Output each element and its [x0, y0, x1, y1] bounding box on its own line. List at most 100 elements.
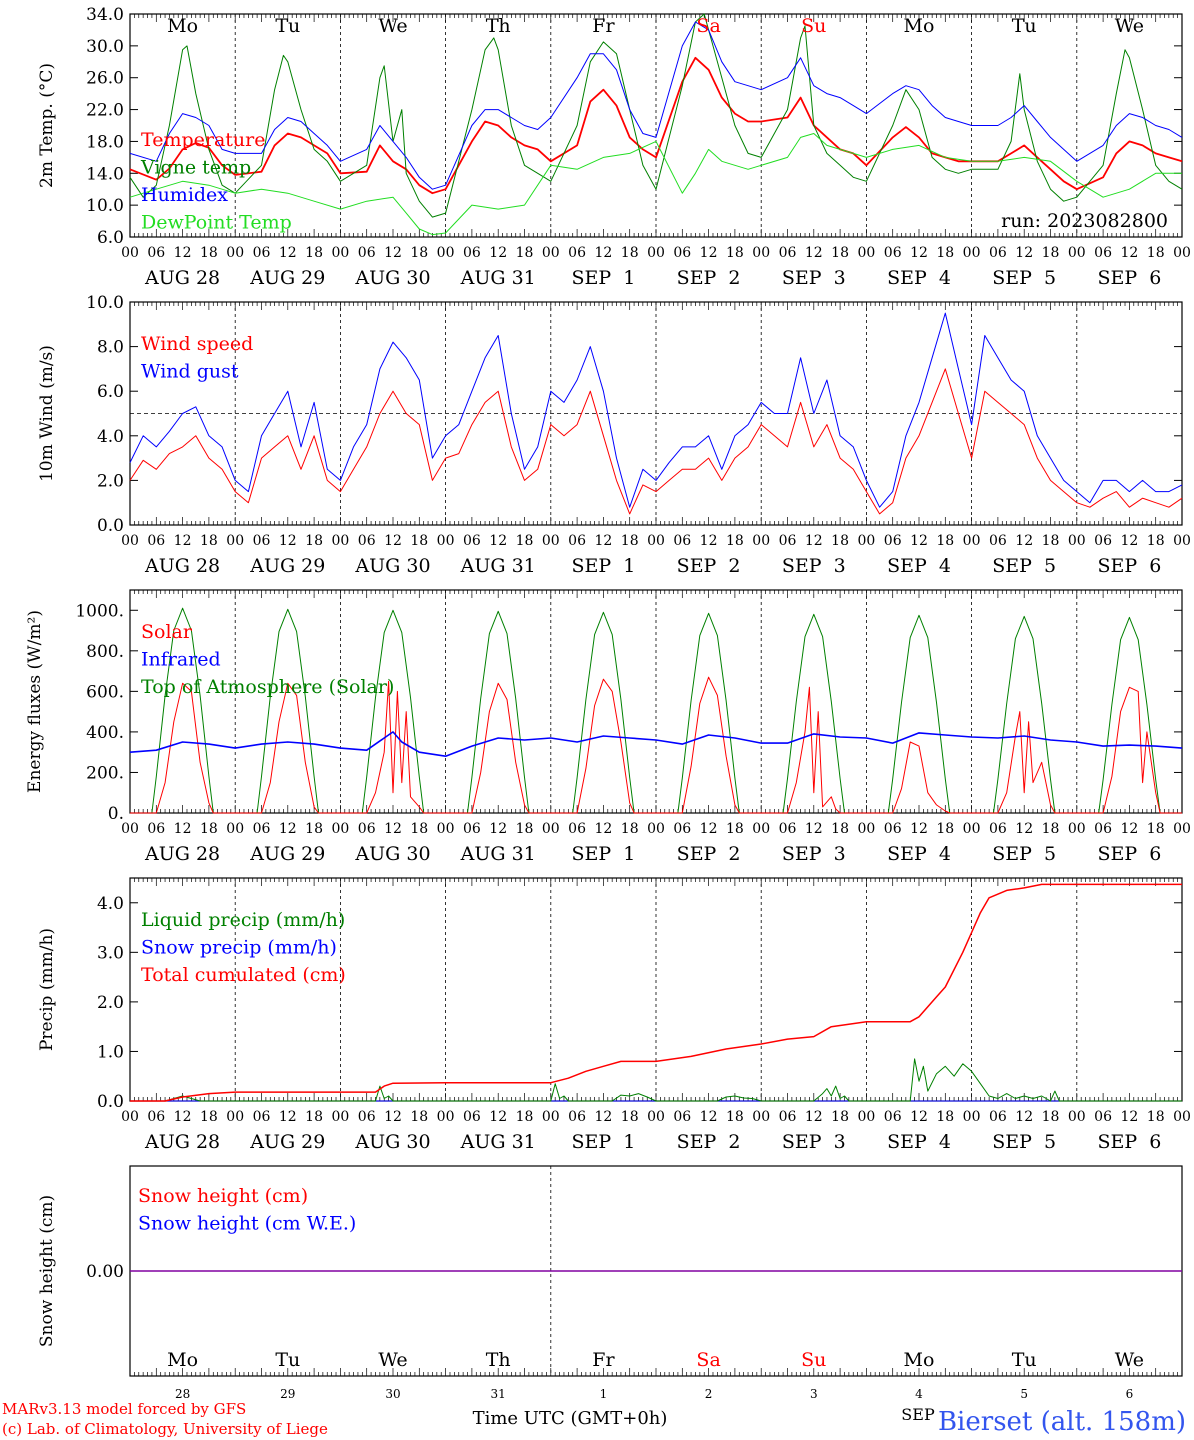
series-temperature	[129, 56, 1183, 195]
hour-tick-label: 12	[910, 821, 928, 837]
hour-tick-label: 06	[147, 245, 165, 261]
hour-tick-label: 06	[884, 245, 902, 261]
series-infrared	[129, 731, 1183, 758]
date-label: AUG 30	[354, 1131, 430, 1153]
hour-tick-label: 00	[752, 245, 770, 261]
hour-tick-label: 06	[779, 821, 797, 837]
y-tick-label: 10.0	[86, 196, 124, 216]
hour-tick-label: 06	[884, 821, 902, 837]
hour-tick-label: 12	[384, 533, 402, 549]
hour-tick-label: 18	[410, 821, 428, 837]
date-label: SEP 4	[887, 1131, 951, 1153]
y-tick-label: 2.0	[97, 993, 124, 1013]
hour-tick-label: 00	[857, 245, 875, 261]
hour-tick-label: 06	[147, 821, 165, 837]
series-total-cumulated-cm	[130, 883, 1182, 1102]
legend-entry: Snow precip (mm/h)	[141, 937, 337, 959]
panel-5: 0.00 Snow height (cm) Snow height (cm) Snow…	[37, 1165, 1183, 1424]
hour-tick-label: 12	[489, 1109, 507, 1125]
date-label: AUG 31	[460, 267, 536, 289]
legend-entry: Wind gust	[141, 361, 239, 383]
y-axis-title: 10m Wind (m/s)	[37, 345, 57, 482]
legend-entry: Snow height (cm W.E.)	[138, 1213, 356, 1235]
hour-tick-label: 12	[1120, 533, 1138, 549]
day-number-label: 31	[491, 1387, 506, 1401]
hour-tick-label: 12	[174, 821, 192, 837]
weekday-label: Fr	[592, 15, 615, 37]
date-label: SEP 5	[992, 267, 1056, 289]
hour-tick-label: 06	[1094, 533, 1112, 549]
weekday-label: Tu	[1012, 15, 1037, 37]
hour-tick-label: 06	[253, 821, 271, 837]
hour-tick-label: 00	[1173, 1109, 1191, 1125]
hour-tick-label: 12	[594, 245, 612, 261]
hour-tick-label: 00	[226, 1109, 244, 1125]
hour-tick-label: 18	[831, 1109, 849, 1125]
hour-tick-label: 12	[1015, 1109, 1033, 1125]
hour-tick-label: 06	[463, 821, 481, 837]
hour-tick-label: 06	[989, 1109, 1007, 1125]
date-label: AUG 31	[460, 555, 536, 577]
legend-entry: Infrared	[141, 649, 221, 671]
hour-tick-label: 12	[805, 245, 823, 261]
hour-tick-label: 00	[437, 1109, 455, 1125]
hour-tick-label: 06	[568, 245, 586, 261]
date-label: SEP 1	[571, 555, 635, 577]
hour-tick-label: 00	[1173, 533, 1191, 549]
hour-tick-label: 00	[1173, 821, 1191, 837]
date-label: AUG 29	[249, 555, 325, 577]
hour-tick-label: 00	[121, 245, 139, 261]
hour-tick-label: 06	[989, 821, 1007, 837]
hour-tick-label: 18	[621, 245, 639, 261]
hour-tick-label: 18	[516, 245, 534, 261]
hour-tick-label: 18	[1147, 821, 1165, 837]
hour-tick-label: 18	[936, 1109, 954, 1125]
day-number-label: 5	[1020, 1387, 1028, 1401]
station-overlay-text: SEP	[901, 1405, 935, 1424]
hour-tick-label: 00	[1068, 245, 1086, 261]
series-humidex	[129, 21, 1183, 190]
hour-tick-label: 18	[1042, 1109, 1060, 1125]
weekday-label: Mo	[167, 1349, 198, 1371]
hour-tick-label: 18	[410, 533, 428, 549]
day-number-label: 1	[600, 1387, 608, 1401]
panels-layer: 6.010.014.018.022.026.030.034.02m Temp. …	[25, 5, 1191, 1424]
y-tick-label: 30.0	[86, 37, 124, 57]
legend-entry: DewPoint Temp	[141, 212, 292, 234]
y-tick-label: 4.0	[97, 894, 124, 914]
legend-entry: Snow height (cm)	[138, 1185, 308, 1207]
hour-tick-label: 00	[1173, 245, 1191, 261]
hour-tick-label: 00	[752, 1109, 770, 1125]
hour-tick-label: 18	[1042, 533, 1060, 549]
hour-tick-label: 06	[673, 821, 691, 837]
credit-line-2: (c) Lab. of Climatology, University of L…	[2, 1420, 328, 1438]
hour-tick-label: 12	[279, 1109, 297, 1125]
hour-tick-label: 18	[305, 1109, 323, 1125]
date-label: SEP 4	[887, 843, 951, 865]
hour-tick-label: 06	[463, 1109, 481, 1125]
hour-tick-label: 06	[1094, 245, 1112, 261]
hour-tick-label: 18	[936, 533, 954, 549]
y-tick-label: 3.0	[97, 943, 124, 963]
y-tick-label: 22.0	[86, 101, 124, 121]
hour-tick-label: 00	[752, 533, 770, 549]
legend-entry: Wind speed	[141, 333, 253, 355]
date-label: AUG 30	[354, 555, 430, 577]
hour-tick-label: 00	[857, 533, 875, 549]
y-tick-label: 6.0	[97, 228, 124, 248]
hour-tick-label: 18	[410, 1109, 428, 1125]
hour-tick-label: 06	[779, 1109, 797, 1125]
hour-tick-label: 06	[673, 245, 691, 261]
weekday-label: Tu	[275, 15, 300, 37]
legend-entry: Total cumulated (cm)	[141, 964, 346, 986]
day-number-label: 3	[810, 1387, 818, 1401]
hour-tick-label: 18	[200, 1109, 218, 1125]
date-label: AUG 29	[249, 843, 325, 865]
hour-tick-label: 00	[752, 821, 770, 837]
hour-tick-label: 12	[1015, 245, 1033, 261]
date-label: SEP 6	[1097, 267, 1161, 289]
hour-tick-label: 12	[489, 821, 507, 837]
date-label: AUG 28	[144, 1131, 220, 1153]
